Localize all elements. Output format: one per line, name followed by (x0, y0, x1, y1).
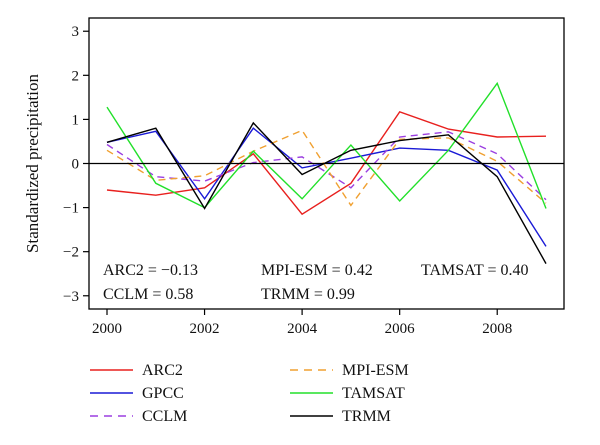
annotation-cclm: CCLM = 0.58 (103, 286, 193, 303)
y-tick-label-0: 0 (72, 157, 80, 173)
annotation-arc2: ARC2 = −0.13 (103, 262, 198, 279)
legend-label-mpi-esm: MPI-ESM (342, 362, 409, 379)
x-axis: 2000 2002 2004 2006 2008 (92, 309, 512, 337)
legend-label-gpcc: GPCC (142, 385, 184, 402)
annotation-mpi-esm: MPI-ESM = 0.42 (261, 262, 373, 279)
annotation-trmm: TRMM = 0.99 (261, 286, 355, 303)
x-tick-label-2004: 2004 (287, 321, 318, 337)
x-tick-label-2008: 2008 (482, 321, 512, 337)
precipitation-chart: 2000 2002 2004 2006 2008 −3 −2 −1 0 1 2 3 Standard… (0, 0, 600, 445)
y-tick-label-1: 1 (72, 112, 80, 128)
y-tick-label--1: −1 (63, 201, 79, 217)
y-axis: −3 −2 −1 0 1 2 3 (63, 24, 89, 305)
legend-label-tamsat: TAMSAT (342, 385, 405, 402)
y-tick-label--3: −3 (63, 289, 79, 305)
x-tick-label-2006: 2006 (385, 321, 416, 337)
y-tick-label--2: −2 (63, 245, 79, 261)
legend: ARC2 GPCC CCLM MPI-ESM TAMSAT TRMM (90, 362, 409, 425)
legend-label-trmm: TRMM (342, 408, 391, 425)
y-tick-label-2: 2 (72, 68, 80, 84)
series-line-cclm (107, 132, 546, 200)
x-tick-label-2000: 2000 (92, 321, 122, 337)
y-axis-label: Standardized precipitation (23, 74, 42, 253)
legend-label-cclm: CCLM (142, 408, 187, 425)
plot-lines (107, 83, 546, 263)
annotation-tamsat: TAMSAT = 0.40 (421, 262, 528, 279)
y-tick-label-3: 3 (72, 24, 80, 40)
legend-label-arc2: ARC2 (142, 362, 183, 379)
series-line-mpi-esm (107, 130, 546, 205)
x-tick-label-2002: 2002 (190, 321, 220, 337)
